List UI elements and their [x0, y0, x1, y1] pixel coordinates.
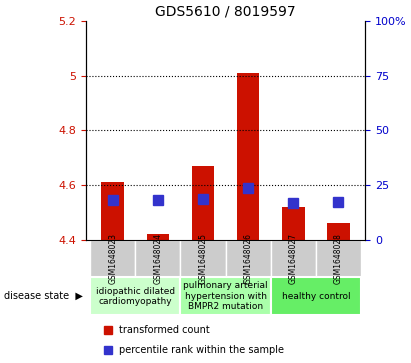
Text: GSM1648023: GSM1648023 [108, 233, 117, 284]
Text: GSM1648028: GSM1648028 [334, 233, 343, 284]
FancyBboxPatch shape [90, 277, 180, 315]
Bar [192, 166, 214, 240]
FancyBboxPatch shape [180, 240, 226, 277]
Text: transformed count: transformed count [119, 325, 210, 335]
FancyBboxPatch shape [316, 240, 361, 277]
Text: pulmonary arterial
hypertension with
BMPR2 mutation: pulmonary arterial hypertension with BMP… [183, 281, 268, 311]
Text: GSM1648024: GSM1648024 [153, 233, 162, 284]
FancyBboxPatch shape [226, 240, 271, 277]
FancyBboxPatch shape [135, 240, 180, 277]
Text: GSM1648025: GSM1648025 [199, 233, 208, 284]
FancyBboxPatch shape [90, 240, 135, 277]
Text: percentile rank within the sample: percentile rank within the sample [119, 345, 284, 355]
Text: disease state  ▶: disease state ▶ [5, 291, 83, 301]
Bar [102, 182, 124, 240]
Title: GDS5610 / 8019597: GDS5610 / 8019597 [155, 4, 296, 18]
Bar [147, 234, 169, 240]
FancyBboxPatch shape [271, 240, 316, 277]
Text: GSM1648027: GSM1648027 [289, 233, 298, 284]
Bar [327, 224, 350, 240]
Text: idiopathic dilated
cardiomyopathy: idiopathic dilated cardiomyopathy [96, 286, 175, 306]
FancyBboxPatch shape [271, 277, 361, 315]
FancyBboxPatch shape [180, 277, 271, 315]
Bar [237, 73, 259, 240]
Text: GSM1648026: GSM1648026 [244, 233, 253, 284]
Bar [282, 207, 305, 240]
Text: healthy control: healthy control [282, 292, 350, 301]
